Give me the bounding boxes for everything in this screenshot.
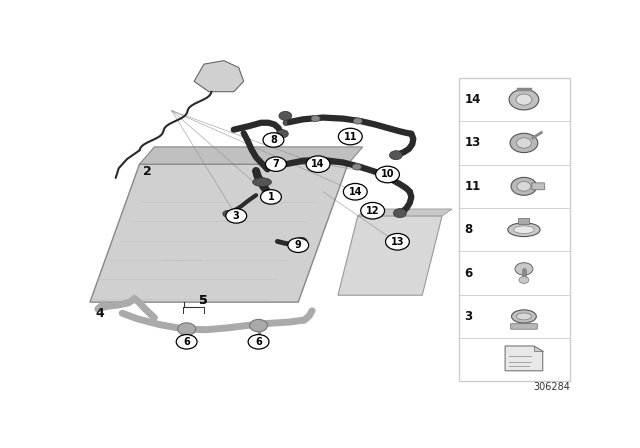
FancyBboxPatch shape [518,218,529,224]
Circle shape [516,94,532,105]
Circle shape [306,156,330,172]
Circle shape [311,116,320,122]
Text: 6: 6 [183,337,190,347]
Polygon shape [194,60,244,92]
Circle shape [260,190,282,204]
Text: 8: 8 [270,135,277,145]
Circle shape [266,157,286,172]
Text: 7: 7 [273,159,279,169]
Text: 11: 11 [465,180,481,193]
Ellipse shape [511,310,536,323]
FancyBboxPatch shape [532,183,545,190]
Circle shape [288,238,308,253]
Text: 3: 3 [233,211,239,221]
Text: 6: 6 [465,267,473,280]
Circle shape [516,138,531,148]
Circle shape [223,211,233,217]
Circle shape [511,177,537,195]
Text: 306284: 306284 [533,382,570,392]
Circle shape [517,181,531,191]
Text: 5: 5 [198,294,207,307]
Text: 1: 1 [268,192,275,202]
Circle shape [344,184,367,200]
Ellipse shape [508,223,540,237]
Text: 8: 8 [465,223,473,236]
Polygon shape [534,346,543,351]
Text: 3: 3 [465,310,472,323]
Circle shape [519,276,529,284]
Circle shape [394,209,406,218]
Circle shape [339,128,362,145]
Circle shape [250,319,268,332]
Circle shape [311,158,320,164]
Ellipse shape [513,226,534,233]
Text: 2: 2 [143,164,151,177]
Text: 4: 4 [95,307,104,320]
Circle shape [226,209,246,223]
Text: 13: 13 [465,137,481,150]
Polygon shape [140,147,363,164]
Text: 12: 12 [366,206,380,216]
Text: 9: 9 [295,240,301,250]
Text: 6: 6 [255,337,262,347]
Circle shape [353,118,362,124]
Text: 13: 13 [390,237,404,247]
Circle shape [390,151,403,159]
FancyBboxPatch shape [511,323,538,329]
Circle shape [263,133,284,147]
Circle shape [515,263,533,275]
Circle shape [178,323,196,335]
FancyBboxPatch shape [460,78,570,382]
Text: 14: 14 [349,187,362,197]
Circle shape [176,335,197,349]
Text: 11: 11 [344,132,357,142]
Circle shape [509,89,539,110]
Circle shape [276,129,288,138]
Circle shape [385,233,410,250]
Polygon shape [358,209,452,216]
Circle shape [295,237,307,246]
Circle shape [248,335,269,349]
Circle shape [510,134,538,153]
Ellipse shape [516,313,531,320]
Ellipse shape [253,178,271,186]
Polygon shape [505,346,543,371]
Polygon shape [90,164,348,302]
Circle shape [352,164,361,170]
Polygon shape [338,216,442,295]
Text: 10: 10 [381,169,394,180]
Text: 5: 5 [198,294,207,307]
Circle shape [361,202,385,219]
Text: 14: 14 [311,159,325,169]
Circle shape [376,166,399,183]
Circle shape [279,112,292,121]
Text: - - - - - - - - - - - -: - - - - - - - - - - - - [164,258,202,263]
Text: 14: 14 [465,93,481,106]
